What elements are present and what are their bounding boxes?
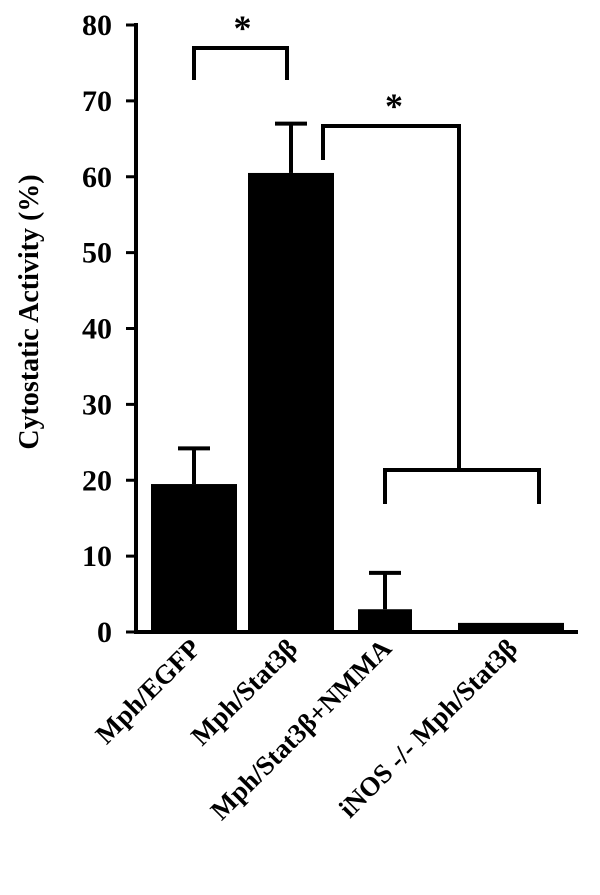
significance-brackets: **	[192, 8, 541, 504]
bar	[248, 172, 334, 633]
significance-bracket	[321, 124, 461, 160]
bar	[458, 622, 564, 632]
y-tick-label: 10	[82, 540, 112, 573]
y-tick-label: 40	[82, 313, 112, 346]
y-tick-label: 60	[82, 161, 112, 194]
y-tick-label: 80	[82, 9, 112, 42]
bars	[151, 172, 564, 633]
y-tick-label: 0	[97, 616, 112, 649]
y-tick-label: 30	[82, 388, 112, 421]
y-tick-label: 50	[82, 237, 112, 270]
significance-bracket	[383, 468, 541, 504]
y-axis-title: Cytostatic Activity (%)	[14, 174, 45, 449]
error-bars	[178, 121, 401, 610]
y-tick-label: 70	[82, 85, 112, 118]
y-tick-label: 20	[82, 464, 112, 497]
y-ticks: 0 10 20 30 40 50 60 70 80	[82, 9, 136, 649]
significance-bracket	[192, 46, 289, 80]
significance-star: *	[234, 8, 252, 48]
bar	[151, 484, 237, 632]
significance-star: *	[385, 86, 403, 126]
bar	[358, 609, 412, 632]
